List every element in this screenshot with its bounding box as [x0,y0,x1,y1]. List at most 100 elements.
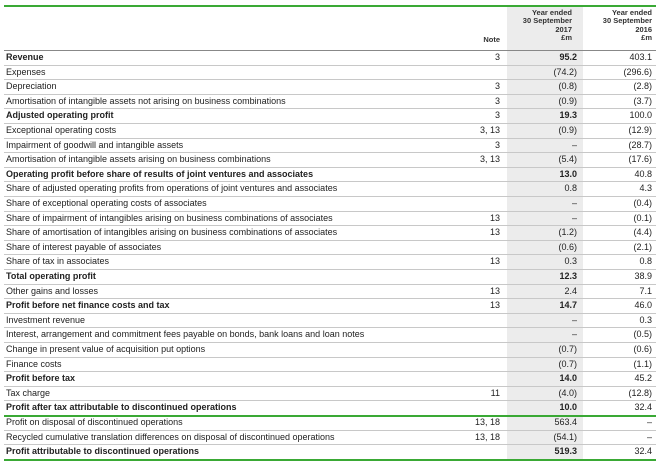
row-label: Recycled cumulative translation differen… [6,431,335,442]
row-label: Profit before net finance costs and tax [6,300,170,311]
row-label: Share of amortisation of intangibles ari… [6,227,338,238]
column-header: £m [561,32,572,42]
top-rule [4,5,656,7]
current-year-value: – [571,329,577,340]
row-rule [4,239,656,241]
column-header: 2017 [555,24,572,34]
row-label: Other gains and losses [6,285,99,296]
prior-year-value: 32.4 [634,446,652,457]
section-rule [4,458,656,461]
row-note: 13 [489,285,500,296]
row-label: Total operating profit [6,271,96,281]
row-rule [4,166,656,168]
row-rule [4,152,656,154]
row-note: 13 [489,300,500,311]
row-rule [4,429,656,431]
column-header: 30 September [522,16,572,26]
row-note: 3, 13 [479,125,500,135]
row-rule [4,298,656,300]
row-rule [4,356,656,358]
row-label: Operating profit before share of results… [6,168,314,179]
current-year-value: (0.9) [558,125,577,135]
row-rule [4,64,656,66]
prior-year-value: (28.7) [628,139,652,150]
prior-year-value: – [646,431,652,442]
current-year-shade [507,7,583,459]
row-label: Adjusted operating profit [6,110,114,121]
row-rule [4,93,656,95]
row-label: Share of exceptional operating costs of … [6,198,207,208]
current-year-value: 95.2 [559,52,577,62]
prior-year-value: 0.3 [639,314,652,325]
row-rule [4,385,656,387]
row-label: Exceptional operating costs [6,125,117,135]
prior-year-value: (17.6) [628,154,652,165]
prior-year-value: (4.4) [633,227,652,238]
current-year-value: (0.6) [558,241,577,252]
row-note: 3 [494,139,500,150]
prior-year-value: 0.8 [639,256,652,267]
current-year-value: 13.0 [559,168,577,179]
row-note: 11 [490,387,500,398]
current-year-value: – [571,198,577,208]
row-label: Revenue [6,52,44,62]
current-year-value: (74.2) [553,66,577,77]
row-note: 13, 18 [474,431,500,442]
row-note: 3 [494,52,500,62]
row-note: 3 [494,110,500,121]
current-year-value: 0.3 [564,256,577,267]
row-rule [4,444,656,446]
current-year-value: (0.7) [558,358,577,369]
current-year-value: 0.8 [564,183,577,194]
prior-year-value: (0.4) [633,198,652,208]
prior-year-value: 45.2 [634,373,652,384]
row-rule [4,108,656,110]
prior-year-value: (0.1) [633,212,652,223]
current-year-value: (0.7) [558,344,577,354]
row-rule [4,283,656,285]
row-rule [4,196,656,197]
prior-year-value: 7.1 [639,285,652,296]
row-label: Interest, arrangement and commitment fee… [6,329,365,340]
current-year-value: 2.4 [564,285,577,296]
current-year-value: (0.9) [558,95,577,106]
current-year-value: (0.8) [558,81,577,92]
current-year-value: (5.4) [558,154,577,165]
row-rule [4,210,656,212]
row-rule [4,269,656,270]
current-year-value: (4.0) [558,387,577,398]
row-label: Finance costs [6,358,62,369]
row-label: Share of impairment of intangibles arisi… [6,212,333,223]
row-rule [4,371,656,373]
row-note: 13 [489,256,500,267]
row-rule [4,225,656,227]
row-label: Share of tax in associates [6,256,110,267]
row-label: Change in present value of acquisition p… [6,344,206,354]
row-note: 3, 13 [479,154,500,165]
row-rule [4,342,656,343]
row-label: Share of adjusted operating profits from… [6,183,338,194]
prior-year-value: (0.5) [633,329,652,340]
row-rule [4,312,656,314]
prior-year-value: 100.0 [629,110,652,121]
row-note: 13 [489,227,500,238]
prior-year-value: (0.6) [633,344,652,354]
prior-year-value: 46.0 [634,300,652,311]
current-year-value: – [571,314,577,325]
note-header: Note [483,35,500,44]
current-year-value: 14.0 [559,373,577,384]
column-header: Year ended [531,8,572,17]
row-label: Share of interest payable of associates [6,241,162,252]
row-rule [4,400,656,402]
current-year-value: 519.3 [554,446,577,457]
prior-year-value: (1.1) [633,358,652,369]
column-header: 2016 [635,24,652,34]
prior-year-value: 40.8 [634,168,652,179]
row-rule [4,181,656,183]
row-rule [4,123,656,124]
row-label: Impairment of goodwill and intangible as… [6,139,184,150]
current-year-value: 12.3 [559,271,577,281]
row-label: Investment revenue [6,314,86,325]
prior-year-value: 32.4 [634,402,652,413]
